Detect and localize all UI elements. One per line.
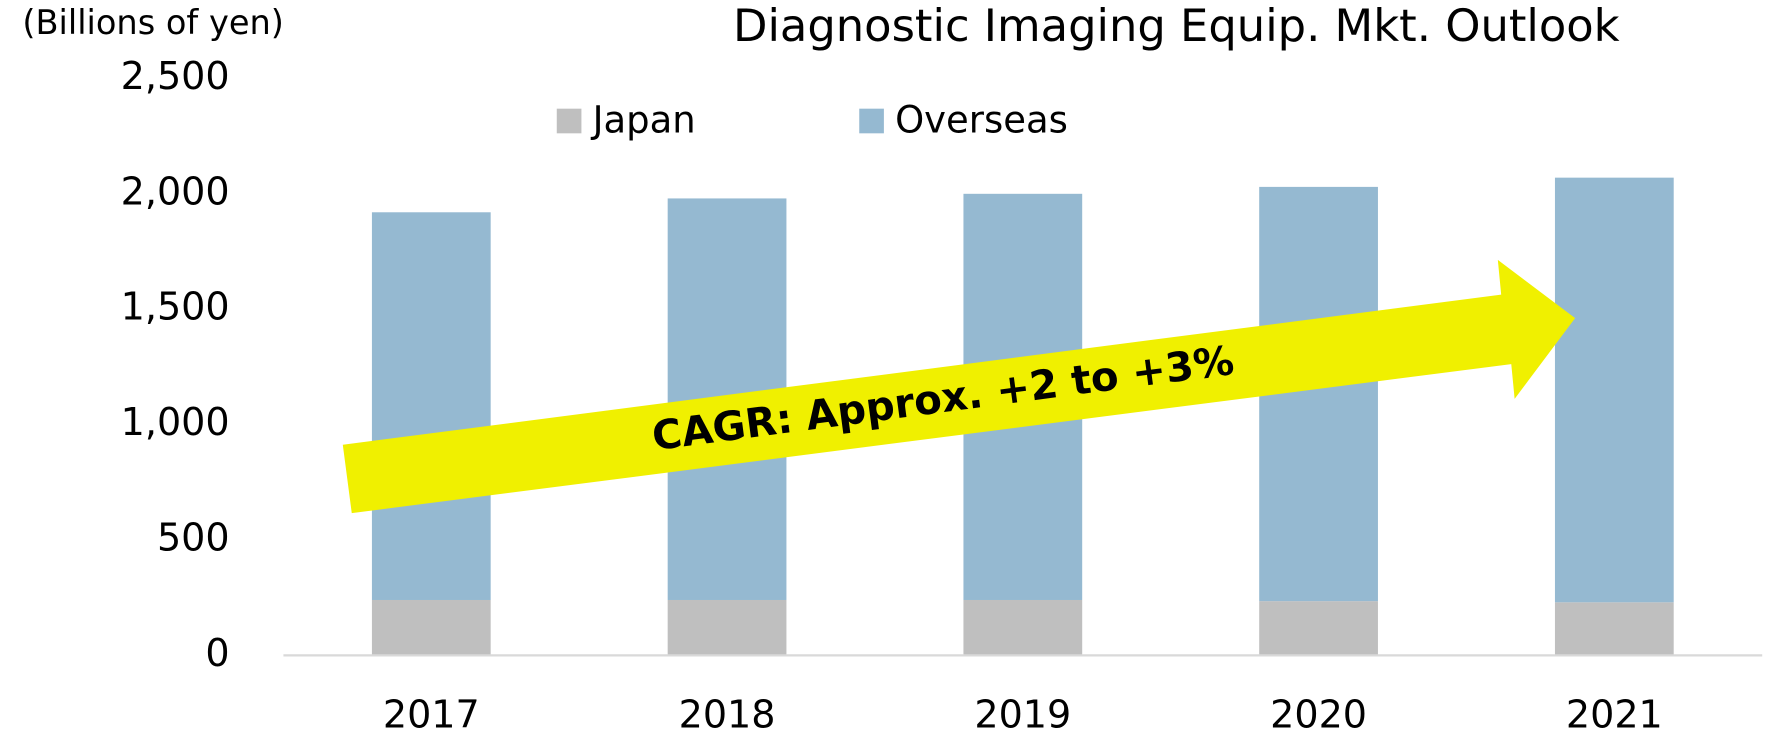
bar-segment: [1554, 602, 1674, 656]
plot: 0 500 1,000 1,500 2,000 2,500 2017 2018 2019 2020…: [121, 54, 1763, 736]
bar-segment: [1554, 177, 1674, 603]
y-tick-label: 0: [205, 631, 229, 675]
bar-segment: [1259, 601, 1378, 656]
bar-segment: [371, 599, 491, 656]
bar-segment: [667, 599, 787, 656]
bar-segment: [371, 212, 491, 600]
y-tick-label: 1,500: [121, 285, 230, 329]
arrow: [342, 259, 1576, 514]
x-tick-label: 2020: [1270, 692, 1367, 736]
legend-label: Japan: [591, 99, 696, 142]
y-tick-label: 500: [157, 515, 230, 559]
legend-swatch: [556, 108, 582, 134]
legend-label: Overseas: [895, 99, 1068, 142]
chart-title: Diagnostic Imaging Equip. Mkt. Outlook: [733, 0, 1620, 52]
bar-segment: [963, 599, 1083, 656]
legend-swatch: [859, 108, 884, 134]
bar-segment: [1259, 186, 1378, 602]
y-tick-label: 1,000: [121, 400, 230, 444]
x-tick-label: 2018: [679, 692, 776, 736]
x-tick-label: 2021: [1566, 692, 1663, 736]
x-tick-label: 2017: [383, 692, 480, 736]
y-tick-label: 2,500: [121, 54, 230, 98]
y-tick-label: 2,000: [121, 169, 230, 213]
x-tick-label: 2019: [974, 692, 1071, 736]
y-axis-label: (Billions of yen): [22, 3, 284, 42]
